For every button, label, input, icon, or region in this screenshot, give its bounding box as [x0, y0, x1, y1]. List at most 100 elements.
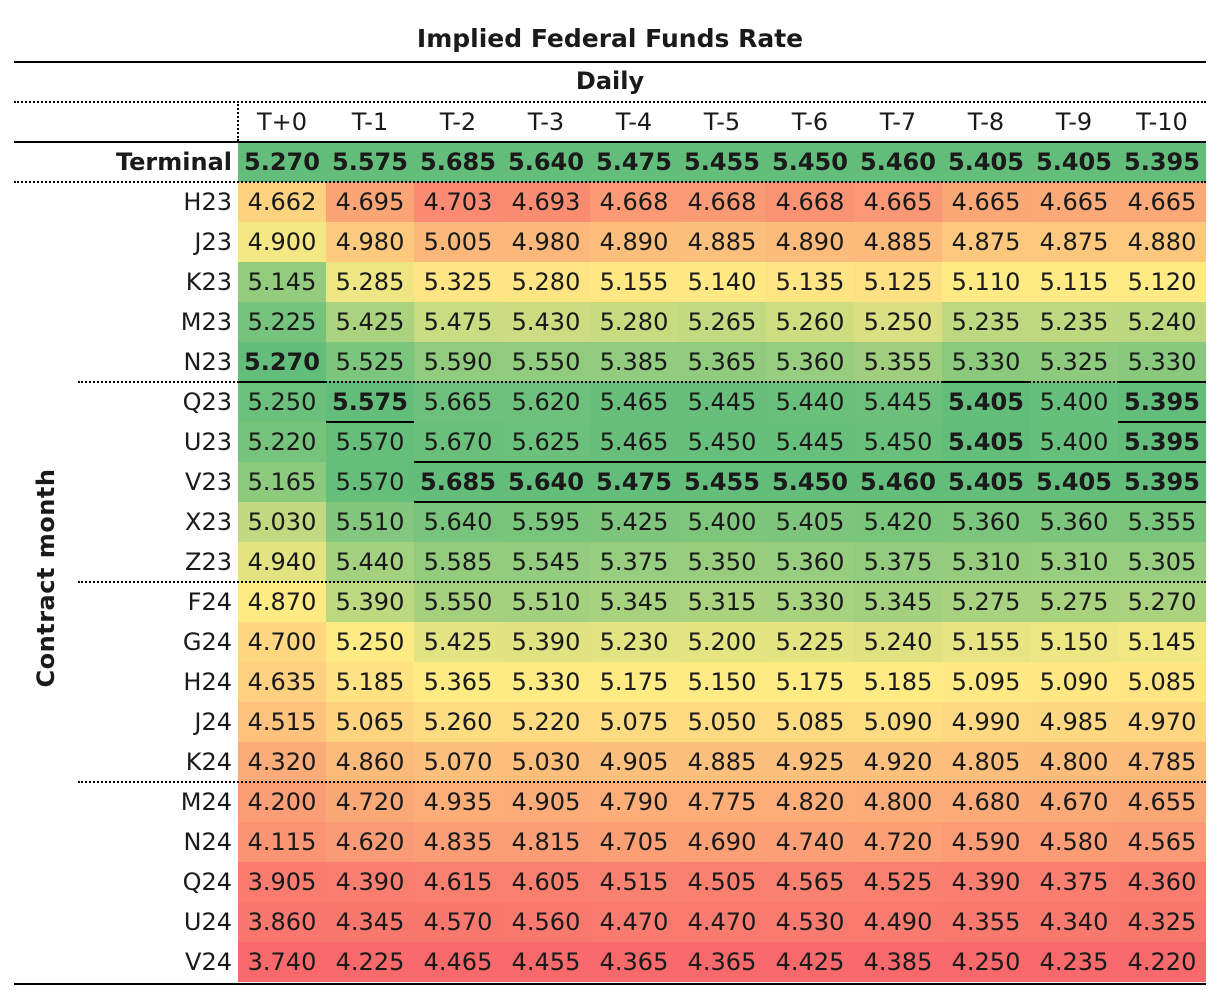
heatmap-cell: 4.935: [414, 782, 502, 822]
heatmap-cell: 5.270: [238, 342, 326, 382]
heatmap-cell: 4.890: [590, 222, 678, 262]
heatmap-cell: 5.390: [326, 582, 414, 622]
subtitle-rule: [14, 101, 1206, 103]
peak-marker-line: [238, 381, 326, 383]
heatmap-cell: 5.260: [414, 702, 502, 742]
heatmap-cell: 5.460: [854, 462, 942, 502]
group-separator: [14, 181, 1206, 183]
heatmap-cell: 4.880: [1118, 222, 1206, 262]
heatmap-cell: 5.405: [1030, 142, 1118, 182]
heatmap-cell: 5.120: [1118, 262, 1206, 302]
heatmap-cell: 5.590: [414, 342, 502, 382]
heatmap-cell: 5.050: [678, 702, 766, 742]
heatmap-cell: 5.250: [238, 382, 326, 422]
heatmap-cell: 4.325: [1118, 902, 1206, 942]
heatmap-cell: 4.365: [678, 942, 766, 982]
heatmap-cell: 5.570: [326, 422, 414, 462]
heatmap-cell: 5.640: [414, 502, 502, 542]
heatmap-cell: 4.875: [1030, 222, 1118, 262]
heatmap-cell: 5.150: [1030, 622, 1118, 662]
heatmap-cell: 4.115: [238, 822, 326, 862]
heatmap-cell: 5.095: [942, 662, 1030, 702]
heatmap-cell: 5.385: [590, 342, 678, 382]
heatmap-cell: 4.870: [238, 582, 326, 622]
heatmap-cell: 5.135: [766, 262, 854, 302]
heatmap-cell: 5.005: [414, 222, 502, 262]
heatmap-cell: 5.280: [502, 262, 590, 302]
heatmap-cell: 5.405: [942, 382, 1030, 422]
heatmap-cell: 5.685: [414, 142, 502, 182]
heatmap-cell: 4.970: [1118, 702, 1206, 742]
heatmap-cell: 5.240: [854, 622, 942, 662]
heatmap-cell: 3.860: [238, 902, 326, 942]
heatmap-cell: 5.365: [678, 342, 766, 382]
heatmap-cell: 5.450: [766, 462, 854, 502]
heatmap-cell: 5.330: [942, 342, 1030, 382]
heatmap-cell: 4.505: [678, 862, 766, 902]
heatmap-cell: 4.900: [238, 222, 326, 262]
column-header: T-10: [1136, 108, 1188, 136]
heatmap-cell: 5.400: [678, 502, 766, 542]
heatmap-cell: 5.365: [414, 662, 502, 702]
heatmap-cell: 4.700: [238, 622, 326, 662]
heatmap-cell: 5.285: [326, 262, 414, 302]
heatmap-cell: 4.885: [678, 742, 766, 782]
row-label: Terminal: [115, 148, 232, 176]
heatmap-cell: 5.355: [854, 342, 942, 382]
heatmap-cell: 5.315: [678, 582, 766, 622]
heatmap-cell: 5.085: [766, 702, 854, 742]
heatmap-cell: 4.925: [766, 742, 854, 782]
heatmap-cell: 4.565: [1118, 822, 1206, 862]
column-header: T+0: [256, 108, 308, 136]
heatmap-cell: 4.875: [942, 222, 1030, 262]
heatmap-cell: 5.310: [1030, 542, 1118, 582]
column-header: T-1: [351, 108, 389, 136]
heatmap-cell: 4.820: [766, 782, 854, 822]
heatmap-cell: 5.475: [590, 142, 678, 182]
row-label: V24: [185, 948, 232, 976]
heatmap-cell: 5.455: [678, 462, 766, 502]
heatmap-cell: 5.395: [1118, 422, 1206, 462]
heatmap-cell: 4.980: [326, 222, 414, 262]
heatmap-cell: 5.355: [1118, 502, 1206, 542]
heatmap-cell: 4.250: [942, 942, 1030, 982]
heatmap-cell: 4.365: [590, 942, 678, 982]
heatmap-cell: 4.800: [1030, 742, 1118, 782]
heatmap-cell: 4.525: [854, 862, 942, 902]
heatmap-cell: 4.885: [678, 222, 766, 262]
heatmap-cell: 5.430: [502, 302, 590, 342]
heatmap-cell: 5.420: [854, 502, 942, 542]
header-rule: [14, 141, 1206, 143]
heatmap-cell: 4.665: [854, 182, 942, 222]
heatmap-cell: 5.330: [766, 582, 854, 622]
heatmap-cell: 5.150: [678, 662, 766, 702]
heatmap-cell: 4.665: [1030, 182, 1118, 222]
heatmap-cell: 4.560: [502, 902, 590, 942]
column-header: T-9: [1055, 108, 1093, 136]
heatmap-cell: 5.360: [766, 542, 854, 582]
row-label: K23: [185, 268, 232, 296]
heatmap-cell: 4.680: [942, 782, 1030, 822]
heatmap-cell: 5.525: [326, 342, 414, 382]
heatmap-cell: 5.445: [766, 422, 854, 462]
heatmap-cell: 5.275: [1030, 582, 1118, 622]
row-label: Q23: [182, 388, 232, 416]
heatmap-cell: 5.350: [678, 542, 766, 582]
peak-marker-line: [326, 421, 414, 423]
column-header: T-6: [791, 108, 829, 136]
heatmap-cell: 5.270: [238, 142, 326, 182]
heatmap-cell: 3.740: [238, 942, 326, 982]
heatmap-cell: 4.785: [1118, 742, 1206, 782]
row-label: U24: [183, 908, 232, 936]
heatmap-cell: 4.470: [678, 902, 766, 942]
heatmap-cell: 5.425: [326, 302, 414, 342]
heatmap-cell: 4.790: [590, 782, 678, 822]
heatmap-cell: 5.360: [766, 342, 854, 382]
heatmap-cell: 4.775: [678, 782, 766, 822]
heatmap-cell: 5.595: [502, 502, 590, 542]
heatmap-cell: 4.385: [854, 942, 942, 982]
heatmap-cell: 5.250: [326, 622, 414, 662]
heatmap-cell: 4.200: [238, 782, 326, 822]
heatmap-cell: 5.330: [1118, 342, 1206, 382]
heatmap-cell: 5.225: [766, 622, 854, 662]
